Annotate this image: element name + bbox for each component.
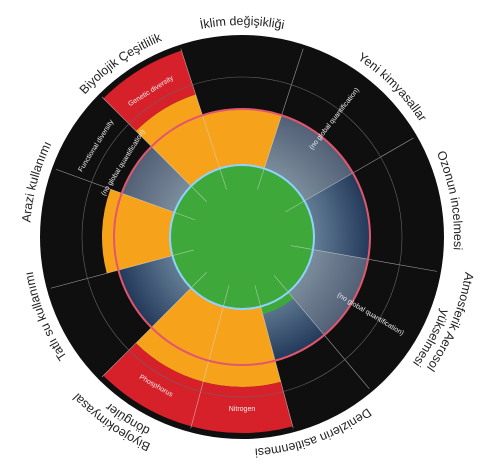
biogeochem-high-wedge [103, 343, 293, 434]
boundary-label: İklim değişikliği [199, 14, 286, 32]
unquantified-wedge [121, 146, 192, 213]
divider [55, 168, 196, 221]
divider [180, 48, 227, 190]
safe-ring [169, 164, 315, 310]
land-wedge [102, 189, 175, 274]
divider [291, 245, 438, 272]
divider [101, 96, 207, 202]
divider [285, 137, 414, 213]
inner-label: Nitrogen [229, 406, 256, 413]
ocean-wedge [260, 292, 294, 315]
climate-wedge [202, 109, 282, 169]
biogeochem-wedge [135, 287, 281, 387]
divider [50, 249, 194, 289]
unquantified-wedge [288, 249, 369, 336]
boundary-label-path: İklim değişikliği [199, 14, 286, 32]
divider [190, 285, 230, 429]
boundary-ring [113, 108, 371, 366]
outer-ring [81, 76, 403, 398]
divider [273, 275, 370, 389]
divider [254, 285, 294, 429]
divider [101, 272, 207, 378]
divider [257, 48, 304, 190]
genetic-high-wedge [103, 50, 196, 131]
